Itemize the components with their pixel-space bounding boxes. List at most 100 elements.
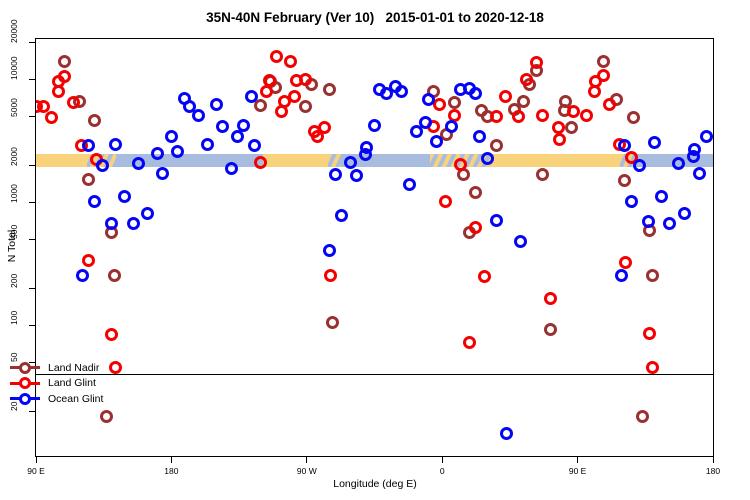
data-point-land-glint — [489, 110, 503, 124]
data-point-land-nadir — [58, 55, 72, 69]
data-point-ocean-glint — [647, 136, 661, 150]
y-tick — [29, 410, 35, 412]
y-tick — [29, 79, 35, 81]
x-tick — [35, 457, 37, 463]
data-point-land-glint — [553, 132, 567, 146]
data-point-land-glint — [432, 97, 446, 111]
data-point-ocean-glint — [402, 178, 416, 192]
data-point-land-glint — [104, 328, 118, 342]
data-point-land-glint — [602, 97, 616, 111]
data-point-ocean-glint — [131, 156, 145, 170]
data-point-land-glint — [643, 326, 657, 340]
data-point-land-glint — [44, 111, 58, 125]
data-point-land-glint — [498, 89, 512, 103]
data-point-ocean-glint — [88, 195, 102, 209]
data-point-land-nadir — [544, 322, 558, 336]
data-point-ocean-glint — [201, 138, 214, 152]
data-point-land-nadir — [646, 269, 660, 283]
plot-area — [36, 39, 713, 456]
legend-label: Ocean Glint — [48, 392, 104, 405]
land-nadir-marker-icon — [10, 361, 40, 374]
data-point-land-nadir — [626, 111, 640, 125]
data-point-ocean-glint — [473, 129, 487, 143]
overpass-band-mix — [327, 153, 342, 167]
data-point-ocean-glint — [155, 166, 169, 180]
x-axis-title: Longitude (deg E) — [333, 478, 417, 490]
data-point-land-nadir — [322, 83, 336, 97]
data-point-ocean-glint — [662, 216, 676, 230]
data-point-ocean-glint — [191, 109, 205, 123]
data-point-ocean-glint — [118, 190, 132, 204]
data-point-land-glint — [298, 73, 312, 87]
data-point-ocean-glint — [419, 116, 433, 130]
data-point-ocean-glint — [614, 268, 628, 282]
data-point-land-glint — [288, 89, 302, 103]
overpass-band-orange — [490, 153, 620, 167]
data-point-land-nadir — [516, 95, 530, 109]
data-point-ocean-glint — [109, 138, 123, 152]
legend-item-land-glint: Land Glint — [10, 376, 103, 392]
data-point-land-glint — [512, 110, 526, 124]
data-point-land-glint — [580, 109, 594, 123]
data-point-ocean-glint — [500, 427, 514, 441]
x-tick-label: 90 E — [27, 466, 45, 476]
data-point-land-nadir — [617, 174, 631, 188]
data-point-land-nadir — [107, 269, 121, 283]
data-point-land-glint — [453, 157, 467, 171]
data-point-land-glint — [36, 99, 43, 113]
data-point-land-nadir — [565, 121, 579, 135]
data-point-land-nadir — [88, 113, 102, 127]
data-point-ocean-glint — [692, 166, 706, 180]
plot-frame: 90 E 180 90 W 0 90 E 180 20 50 100 200 500 1000 2000… — [9, 19, 720, 476]
data-point-land-glint — [67, 96, 81, 110]
y-tick — [29, 165, 35, 167]
x-tick — [577, 457, 579, 463]
data-point-land-glint — [283, 55, 297, 69]
data-point-land-glint — [52, 85, 66, 99]
data-point-ocean-glint — [468, 86, 482, 100]
y-tick — [29, 324, 35, 326]
data-point-land-nadir — [82, 173, 96, 187]
data-point-land-glint — [310, 130, 324, 144]
data-point-land-glint — [270, 49, 284, 63]
y-axis-title: N Total — [6, 229, 18, 263]
data-point-ocean-glint — [247, 139, 261, 153]
x-tick-label: 0 — [439, 466, 445, 476]
data-point-ocean-glint — [237, 118, 251, 132]
data-point-land-nadir — [635, 410, 649, 424]
data-point-ocean-glint — [216, 119, 230, 133]
data-point-ocean-glint — [380, 87, 394, 101]
data-point-ocean-glint — [677, 206, 691, 220]
data-point-land-nadir — [325, 315, 339, 329]
data-point-ocean-glint — [632, 159, 646, 173]
data-point-land-glint — [544, 292, 558, 306]
data-point-ocean-glint — [82, 139, 96, 153]
data-point-ocean-glint — [617, 139, 631, 153]
data-point-land-glint — [259, 85, 273, 99]
data-point-land-glint — [625, 151, 639, 165]
y-tick — [29, 116, 35, 118]
data-point-land-glint — [519, 73, 533, 87]
data-point-ocean-glint — [328, 167, 342, 181]
data-point-ocean-glint — [422, 93, 436, 107]
data-point-land-nadir — [468, 186, 482, 200]
data-point-ocean-glint — [95, 159, 109, 173]
x-tick-label: 90 W — [296, 466, 317, 476]
data-point-land-glint — [619, 255, 633, 269]
y-tick — [29, 361, 35, 363]
data-point-ocean-glint — [151, 147, 165, 161]
data-point-ocean-glint — [76, 268, 90, 282]
ocean-glint-marker-icon — [10, 392, 40, 405]
data-point-land-nadir — [559, 94, 573, 108]
data-point-ocean-glint — [700, 129, 713, 143]
data-point-ocean-glint — [489, 214, 503, 228]
data-point-ocean-glint — [322, 243, 336, 257]
data-point-land-glint — [253, 156, 267, 170]
data-point-land-glint — [566, 105, 580, 119]
legend-item-ocean-glint: Ocean Glint — [10, 391, 103, 407]
data-point-ocean-glint — [625, 195, 639, 209]
data-point-ocean-glint — [410, 124, 424, 138]
threshold-line — [36, 374, 713, 376]
data-point-land-glint — [587, 85, 601, 99]
